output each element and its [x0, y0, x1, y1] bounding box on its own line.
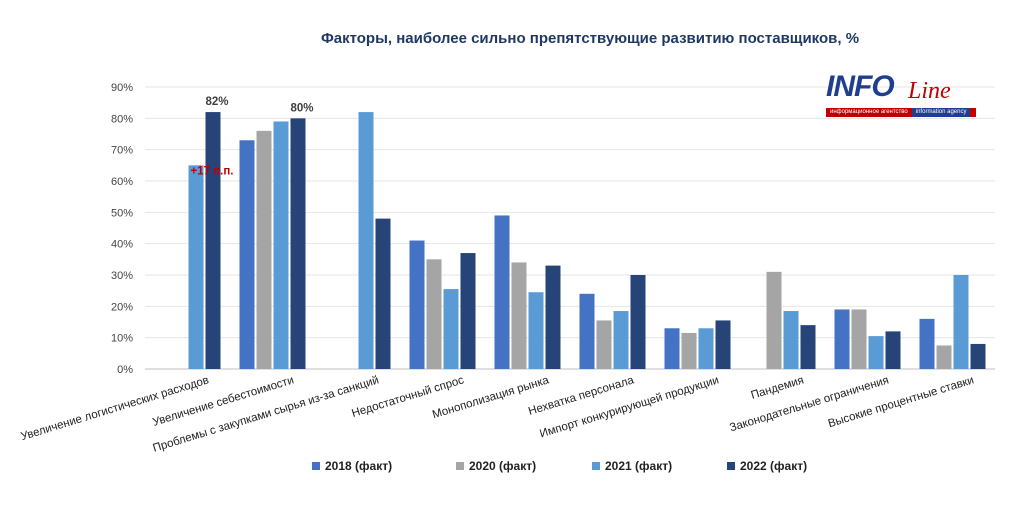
legend-label: 2018 (факт)	[325, 459, 393, 473]
logo-tagline-en: information agency	[911, 108, 971, 117]
bar	[273, 121, 289, 369]
legend-swatch	[312, 462, 320, 470]
bar	[681, 332, 697, 369]
bar	[443, 289, 459, 369]
bar	[851, 309, 867, 369]
y-tick-label: 70%	[111, 145, 133, 157]
y-tick-label: 10%	[111, 333, 133, 345]
logo-brand-main: INFO	[826, 70, 895, 103]
bar	[630, 275, 646, 369]
legend-swatch	[456, 462, 464, 470]
chart-legend: 2018 (факт) 2020 (факт) 2021 (факт) 2022 (ф…	[0, 459, 1024, 479]
bar	[409, 240, 425, 369]
bar	[715, 320, 731, 369]
legend-label: 2020 (факт)	[469, 459, 537, 473]
bar	[613, 311, 629, 369]
bar	[358, 112, 374, 370]
bar	[664, 328, 680, 369]
bar	[800, 325, 816, 369]
bar	[239, 140, 255, 369]
legend-item: 2022 (факт)	[727, 459, 807, 473]
data-annotation: 80%	[290, 102, 313, 114]
legend-item: 2018 (факт)	[312, 459, 392, 473]
bar	[834, 309, 850, 369]
logo-tagline: информационное агентство information agen…	[826, 108, 976, 117]
bar	[698, 328, 714, 369]
bar	[885, 331, 901, 369]
bar	[494, 215, 510, 369]
y-tick-label: 0%	[117, 364, 133, 376]
x-tick-label: Высокие процентные ставки	[827, 374, 976, 430]
infoline-logo: INFO Line информационное агентство inform…	[826, 70, 986, 120]
bar	[596, 320, 612, 369]
bar	[290, 118, 306, 369]
bar	[528, 292, 544, 369]
data-annotation: 82%	[205, 96, 228, 108]
y-tick-label: 20%	[111, 301, 133, 313]
bar	[970, 343, 986, 369]
y-tick-label: 40%	[111, 239, 133, 251]
bar	[579, 293, 595, 369]
x-tick-label: Законодательные ограничения	[728, 374, 890, 434]
bar	[205, 112, 221, 370]
bar	[511, 262, 527, 369]
legend-item: 2020 (факт)	[456, 459, 536, 473]
legend-swatch	[592, 462, 600, 470]
bar	[783, 311, 799, 369]
legend-label: 2022 (факт)	[740, 459, 808, 473]
bar	[460, 253, 476, 369]
bar	[919, 318, 935, 369]
bar	[545, 265, 561, 369]
bar	[375, 218, 391, 369]
y-tick-label: 90%	[111, 82, 133, 94]
bar	[766, 271, 782, 369]
x-tick-label: Пандемия	[750, 374, 806, 401]
bar	[426, 259, 442, 369]
y-tick-label: 50%	[111, 207, 133, 219]
y-tick-label: 30%	[111, 270, 133, 282]
bar	[936, 345, 952, 369]
bar	[188, 165, 204, 369]
bar	[953, 275, 969, 369]
bar	[868, 336, 884, 369]
bar	[256, 130, 272, 369]
legend-swatch	[727, 462, 735, 470]
y-tick-label: 80%	[111, 113, 133, 125]
y-tick-label: 60%	[111, 176, 133, 188]
legend-item: 2021 (факт)	[592, 459, 672, 473]
chart-title: Факторы, наиболее сильно препятствующие …	[320, 30, 860, 47]
legend-label: 2021 (факт)	[605, 459, 673, 473]
logo-tagline-ru: информационное агентство	[830, 109, 908, 115]
logo-brand-script: Line	[908, 78, 951, 104]
data-annotation: +17 п.п.	[191, 165, 234, 177]
